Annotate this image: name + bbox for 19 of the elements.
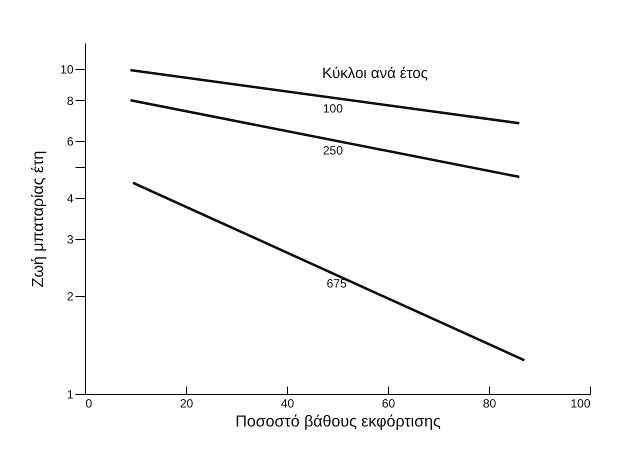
x-tick-label: 60 [382,396,396,410]
legend-title: Κύκλοι ανά έτος [322,65,428,82]
y-tick-label: 4 [66,192,74,206]
y-tick-label: 6 [66,134,74,148]
x-axis-title: Ποσοστό βάθους εκφόρτισης [235,414,441,430]
series-label: 100 [322,102,344,116]
x-tick-label: 0 [86,396,92,410]
y-tick-label: 10 [60,62,74,76]
y-tick-label: 8 [66,94,74,108]
x-tick-label: 100 [570,396,591,410]
y-tick-label: 2 [66,290,74,304]
x-tick-label: 20 [180,396,194,410]
y-tick-label: 3 [66,232,74,246]
x-tick-label: 40 [280,396,294,410]
y-axis-title: Ζωή μπαταρίας έτη [30,150,48,288]
y-tick-label: 1 [66,388,74,402]
x-tick-label: 80 [482,396,496,410]
series-label: 250 [322,144,344,158]
series-label: 675 [326,276,347,291]
